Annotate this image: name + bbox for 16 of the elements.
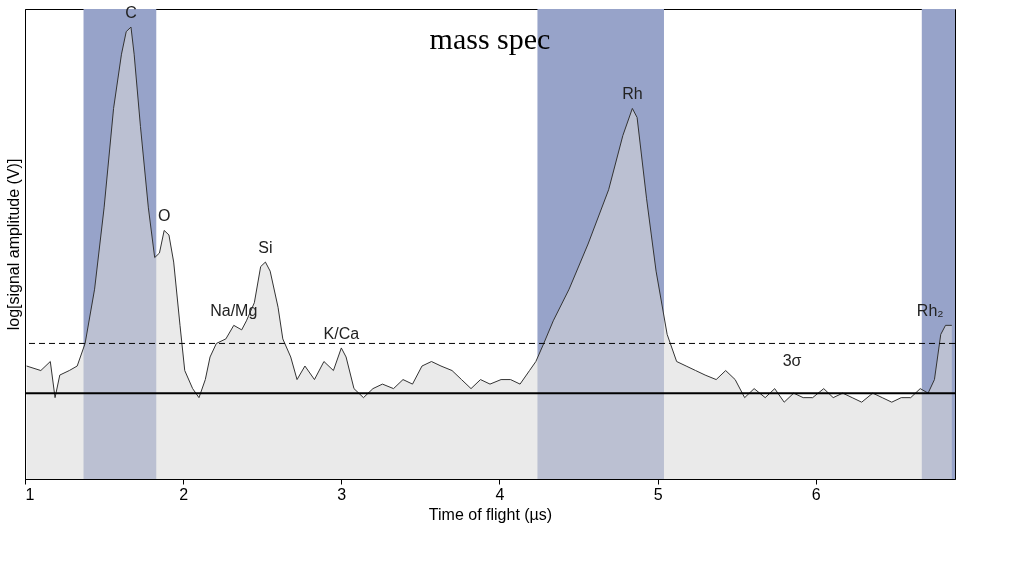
x-tick-label: 1 — [25, 485, 35, 503]
x-tick-label: 3 — [337, 485, 347, 503]
x-tick-label: 2 — [179, 485, 189, 503]
x-tick-label: 5 — [653, 485, 663, 503]
annotation: Rh — [622, 85, 643, 103]
x-tick-label: 4 — [495, 485, 505, 503]
annotation: K/Ca — [323, 324, 360, 342]
annotation: 3σ — [782, 352, 802, 370]
x-axis-title: Time of flight (µs) — [428, 505, 553, 523]
x-tick-label: 6 — [811, 485, 821, 503]
y-axis-title: log[signal amplitude (V)] — [4, 158, 22, 331]
annotation: Na/Mg — [210, 302, 258, 320]
chart-title: mass spec — [429, 22, 551, 56]
annotation: C — [125, 4, 137, 22]
annotation: Si — [258, 239, 273, 257]
annotation: O — [157, 207, 171, 225]
